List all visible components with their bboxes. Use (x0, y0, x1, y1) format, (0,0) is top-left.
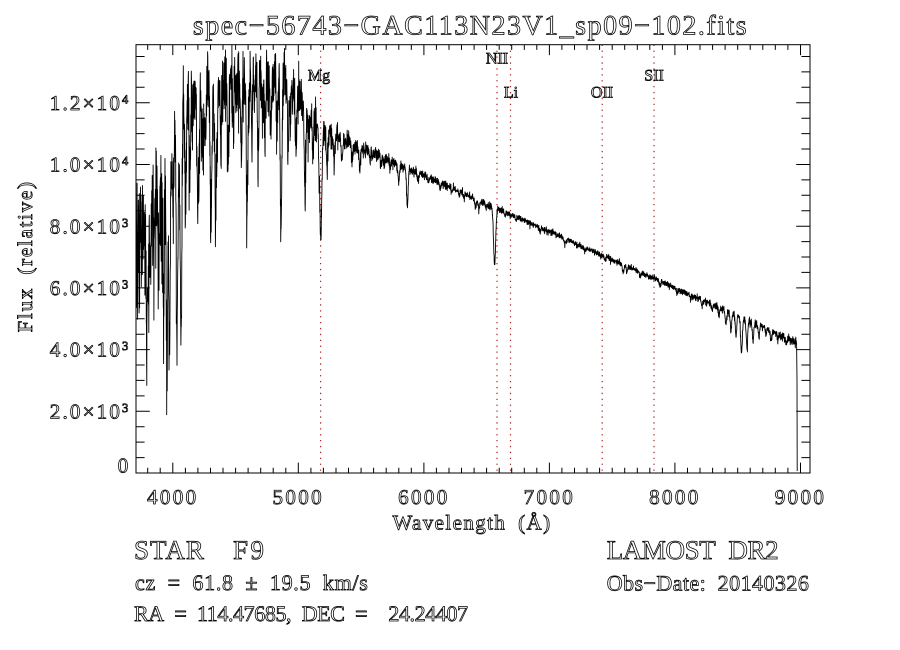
svg-text:NII: NII (486, 51, 508, 68)
svg-text:RA = 114.47685, DEC = 24.2440: RA = 114.47685, DEC = 24.24407 (134, 601, 468, 626)
svg-text:2.0×103: 2.0×103 (50, 399, 131, 423)
svg-text:STAR: STAR (134, 535, 205, 565)
svg-text:Wavelength (Å): Wavelength (Å) (392, 511, 551, 535)
svg-text:cz = 61.8 ± 19.5 km/s: cz = 61.8 ± 19.5 km/s (135, 570, 369, 595)
svg-text:9000: 9000 (775, 485, 827, 509)
svg-text:4000: 4000 (147, 485, 199, 509)
svg-text:Li: Li (504, 85, 519, 102)
svg-text:6000: 6000 (398, 485, 450, 509)
svg-text:1.2×104: 1.2×104 (50, 91, 131, 115)
svg-text:4.0×103: 4.0×103 (50, 338, 131, 362)
svg-text:SII: SII (644, 68, 664, 85)
svg-text:1.0×104: 1.0×104 (50, 153, 131, 177)
svg-text:7000: 7000 (524, 485, 576, 509)
svg-text:5000: 5000 (272, 485, 324, 509)
svg-text:Obs−Date: 20140326: Obs−Date: 20140326 (607, 571, 810, 596)
svg-text:8000: 8000 (649, 485, 701, 509)
svg-text:F9: F9 (233, 535, 267, 565)
svg-text:OII: OII (591, 85, 613, 102)
svg-text:8.0×103: 8.0×103 (50, 214, 131, 238)
svg-text:0: 0 (118, 454, 131, 478)
svg-text:6.0×103: 6.0×103 (50, 276, 131, 300)
svg-text:LAMOST DR2: LAMOST DR2 (607, 535, 779, 565)
svg-text:Flux (relative): Flux (relative) (13, 180, 37, 332)
svg-text:Mg: Mg (308, 68, 330, 85)
svg-text:spec−56743−GAC113N23V1_sp09−10: spec−56743−GAC113N23V1_sp09−102.fits (193, 11, 748, 42)
